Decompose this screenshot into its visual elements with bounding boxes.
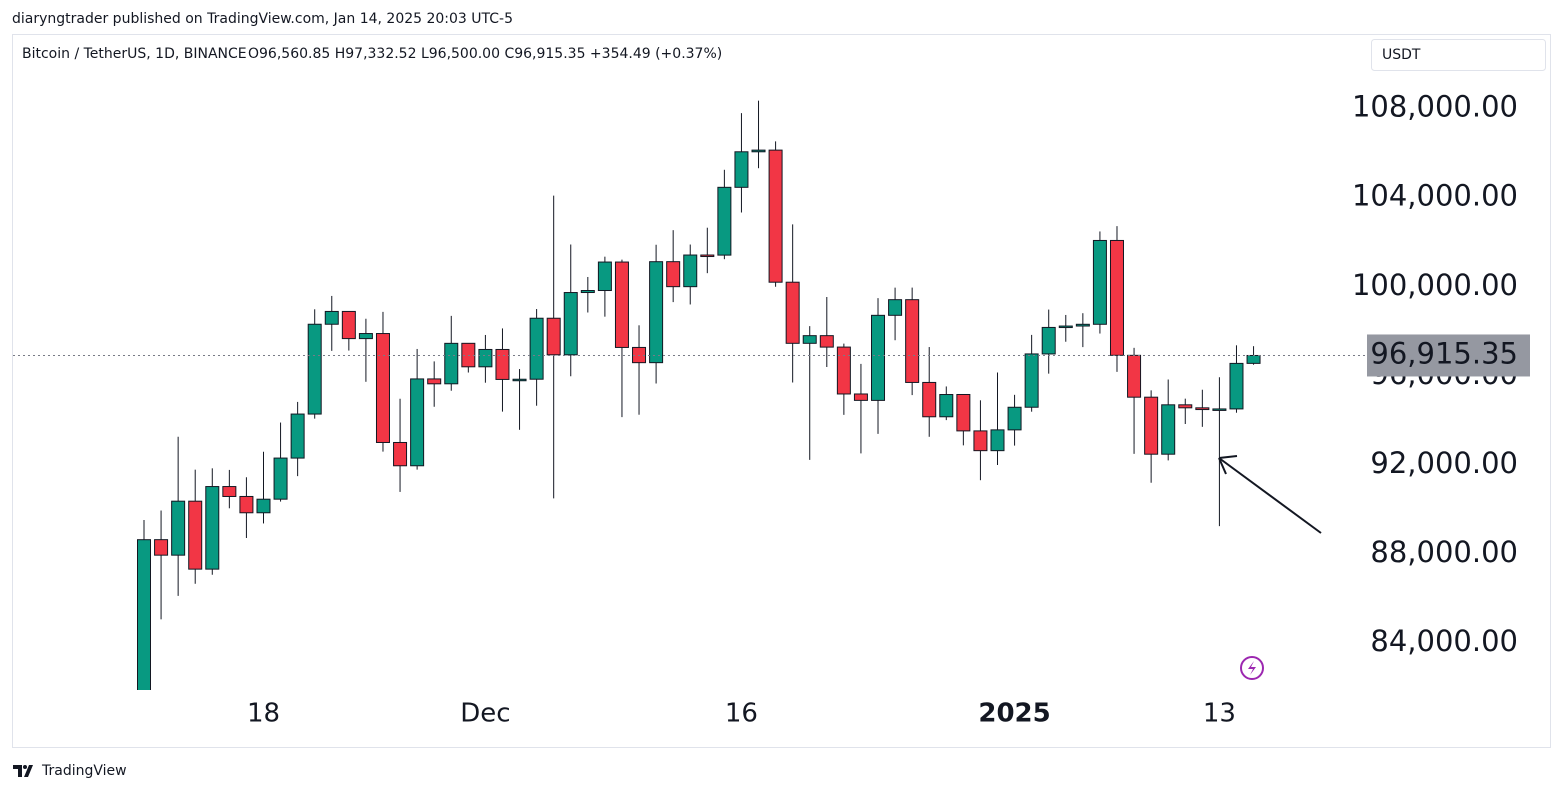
candle-body (393, 441, 408, 467)
candle-body (427, 378, 442, 385)
footer: TradingView (41, 763, 127, 779)
candle-body (649, 261, 664, 364)
candle-body (666, 261, 681, 288)
candle-body (358, 333, 373, 340)
candle-body (1144, 396, 1159, 455)
logo-dot (23, 765, 27, 769)
candle-body (922, 381, 937, 418)
candle-body (222, 486, 237, 497)
candle-body (1195, 407, 1210, 411)
candle-body (1007, 406, 1022, 431)
candle-body (307, 323, 322, 415)
arrow-line (1218, 457, 1322, 534)
candle-body (239, 495, 254, 514)
x-tick-label: 2025 (978, 699, 1050, 729)
candle-body (273, 457, 288, 500)
candle-body (1109, 239, 1124, 356)
candle-body (563, 292, 578, 356)
candle-body (973, 430, 988, 452)
candle-body (1246, 354, 1261, 364)
candle-body (495, 348, 510, 380)
candle-body (205, 486, 220, 570)
candle-body (1178, 404, 1193, 409)
candle-body (256, 498, 271, 514)
x-tick-label: 18 (247, 699, 280, 729)
candle-body (137, 539, 151, 690)
candle-body (939, 394, 954, 418)
logo-mark (13, 765, 33, 777)
candle-body (871, 314, 886, 401)
candle-body (1075, 323, 1090, 327)
candle-body (529, 317, 544, 380)
chart-frame (12, 34, 1551, 748)
candle-body (768, 149, 783, 283)
candle-body (444, 342, 459, 385)
candle-body (990, 429, 1005, 452)
candle-body (290, 413, 305, 459)
last-price-label: 96,915.35 (1370, 336, 1518, 370)
arrow-head (1218, 455, 1238, 475)
candle-body (154, 539, 169, 556)
y-tick-label: 108,000.00 (1352, 90, 1518, 124)
candle-body (546, 317, 561, 356)
candle-body (324, 310, 339, 325)
candle-body (1229, 362, 1244, 410)
candle-body (1092, 239, 1107, 325)
candle-body (1161, 404, 1176, 455)
icon-circle[interactable] (1240, 656, 1264, 680)
candle-body (956, 393, 971, 432)
candle-body (341, 310, 356, 340)
symbol: Bitcoin / TetherUS, 1D, BINANCE (22, 46, 247, 62)
candle-body (751, 149, 766, 153)
candle-body (375, 333, 390, 443)
candle-body (614, 261, 629, 348)
publisher: diaryngtrader published on TradingView.c… (12, 11, 513, 27)
x-tick-label: Dec (460, 699, 510, 729)
y-tick-label: 84,000.00 (1370, 624, 1518, 658)
candle-body (683, 254, 698, 288)
last-price-box (1367, 334, 1530, 377)
candle-body (700, 254, 715, 258)
candle-body (785, 281, 800, 344)
candle-body (1212, 408, 1227, 411)
candle-body (819, 335, 834, 348)
candle-body (1127, 354, 1142, 398)
candle-body (597, 261, 612, 292)
x-tick-label: 13 (1203, 699, 1236, 729)
y-tick-label: 92,000.00 (1370, 446, 1518, 480)
arrow-annotation (1218, 455, 1322, 534)
candle-body (734, 151, 749, 188)
candle-body (171, 500, 186, 556)
y-tick-label: 88,000.00 (1370, 535, 1518, 569)
candle-body (836, 346, 851, 395)
candle-body (580, 290, 595, 294)
candle-body (1024, 353, 1039, 408)
candle-body (717, 186, 732, 256)
candle-body (188, 500, 203, 570)
currency[interactable]: USDT (1382, 47, 1421, 63)
currency-button[interactable] (1371, 39, 1546, 71)
y-tick-label: 100,000.00 (1352, 268, 1518, 302)
axes: 84,000.0088,000.0092,000.0096,000.00100,… (13, 90, 1530, 729)
candle-body (1041, 326, 1056, 355)
x-tick-label: 16 (725, 699, 758, 729)
candle-body (888, 299, 903, 316)
y-tick-label: 104,000.00 (1352, 179, 1518, 213)
candle-body (478, 348, 493, 368)
candle-body (512, 378, 527, 382)
candle-body (410, 378, 425, 467)
icon-bolt[interactable] (1248, 661, 1256, 675)
candle-body (1058, 325, 1073, 329)
ohlc-legend: O96,560.85 H97,332.52 L96,500.00 C96,915… (248, 46, 722, 62)
candle-body (802, 335, 817, 344)
candle-body (905, 299, 920, 383)
footer-logo (13, 765, 33, 777)
candle-body (853, 393, 868, 401)
lightning-icon[interactable] (1240, 656, 1264, 680)
plot (137, 100, 1261, 690)
